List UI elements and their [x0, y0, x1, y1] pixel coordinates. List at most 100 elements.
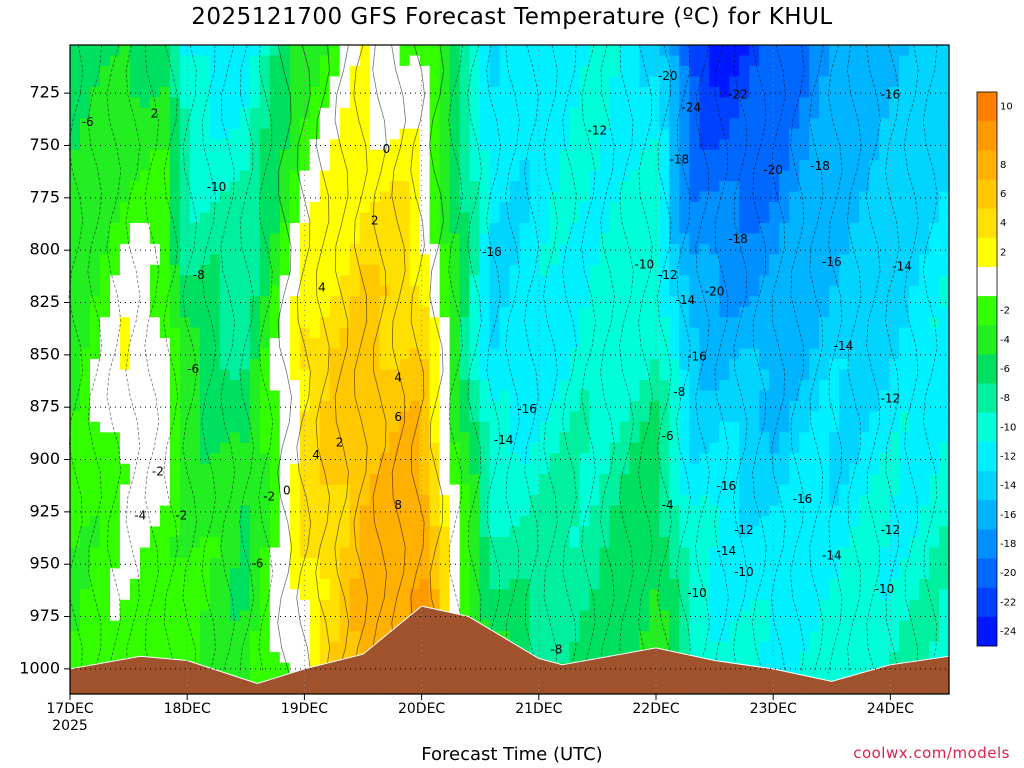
temperature-cell	[609, 191, 620, 203]
temperature-cell	[239, 620, 251, 632]
temperature-cell	[719, 516, 730, 528]
temperature-cell	[479, 317, 491, 329]
temperature-cell	[839, 495, 850, 507]
temperature-cell	[479, 589, 491, 601]
temperature-cell	[559, 348, 570, 360]
temperature-cell	[469, 223, 481, 235]
temperature-cell	[609, 317, 620, 329]
temperature-cell	[829, 390, 840, 402]
temperature-cell	[70, 191, 81, 203]
temperature-cell	[529, 149, 541, 161]
temperature-cell	[589, 55, 600, 67]
temperature-cell	[629, 55, 640, 67]
temperature-cell	[169, 181, 181, 193]
temperature-cell	[469, 557, 481, 569]
temperature-cell	[229, 641, 241, 653]
temperature-cell	[819, 327, 830, 339]
temperature-cell	[799, 474, 810, 486]
temperature-cell	[849, 547, 860, 559]
temperature-cell	[779, 620, 790, 632]
temperature-cell	[319, 254, 331, 266]
temperature-cell	[549, 107, 561, 119]
temperature-cell	[119, 327, 131, 339]
temperature-cell	[809, 212, 820, 224]
temperature-cell	[719, 547, 730, 559]
temperature-cell	[90, 495, 101, 507]
temperature-cell	[329, 620, 341, 632]
temperature-cell	[819, 233, 830, 245]
temperature-cell	[739, 432, 750, 444]
temperature-cell	[259, 463, 271, 475]
temperature-cell	[699, 631, 710, 643]
temperature-cell	[599, 516, 610, 528]
temperature-cell	[499, 610, 511, 622]
temperature-cell	[539, 55, 551, 67]
temperature-cell	[819, 568, 830, 580]
temperature-cell	[269, 453, 281, 465]
temperature-cell	[619, 65, 630, 77]
temperature-cell	[229, 453, 241, 465]
temperature-cell	[349, 65, 361, 77]
temperature-cell	[299, 86, 311, 98]
temperature-cell	[679, 128, 690, 140]
temperature-cell	[349, 275, 361, 287]
temperature-cell	[739, 264, 750, 276]
temperature-cell	[159, 233, 171, 245]
temperature-cell	[789, 118, 800, 130]
temperature-cell	[259, 139, 271, 151]
temperature-cell	[549, 306, 561, 318]
temperature-cell	[539, 547, 551, 559]
temperature-cell	[299, 453, 311, 465]
temperature-cell	[70, 139, 81, 151]
temperature-cell	[359, 568, 371, 580]
temperature-cell	[719, 484, 730, 496]
temperature-cell	[869, 275, 880, 287]
temperature-cell	[869, 76, 880, 88]
temperature-cell	[799, 285, 810, 297]
temperature-cell	[329, 86, 341, 98]
temperature-cell	[819, 128, 830, 140]
temperature-cell	[289, 233, 301, 245]
temperature-cell	[669, 55, 680, 67]
temperature-cell	[80, 516, 91, 528]
temperature-cell	[209, 652, 221, 664]
temperature-cell	[549, 338, 561, 350]
temperature-cell	[499, 202, 511, 214]
temperature-cell	[569, 547, 580, 559]
temperature-cell	[70, 107, 81, 119]
temperature-cell	[579, 181, 590, 193]
temperature-cell	[559, 275, 570, 287]
temperature-cell	[389, 65, 401, 77]
temperature-cell	[129, 264, 141, 276]
temperature-cell	[479, 45, 491, 57]
temperature-cell	[249, 453, 261, 465]
temperature-cell	[279, 568, 291, 580]
temperature-cell	[529, 191, 541, 203]
temperature-cell	[449, 223, 461, 235]
temperature-cell	[859, 453, 870, 465]
temperature-cell	[179, 285, 191, 297]
temperature-cell	[419, 296, 431, 308]
temperature-cell	[599, 327, 610, 339]
temperature-cell	[869, 369, 880, 381]
temperature-cell	[299, 233, 311, 245]
temperature-cell	[209, 641, 221, 653]
temperature-cell	[229, 327, 241, 339]
temperature-cell	[319, 223, 331, 235]
temperature-cell	[409, 128, 421, 140]
temperature-cell	[90, 557, 101, 569]
temperature-cell	[669, 463, 680, 475]
temperature-cell	[499, 149, 511, 161]
temperature-cell	[859, 578, 870, 590]
temperature-cell	[749, 348, 760, 360]
temperature-cell	[309, 191, 321, 203]
temperature-cell	[299, 327, 311, 339]
temperature-cell	[289, 275, 301, 287]
temperature-cell	[129, 202, 141, 214]
temperature-cell	[239, 432, 251, 444]
temperature-cell	[679, 432, 690, 444]
temperature-cell	[139, 160, 151, 172]
temperature-cell	[689, 317, 700, 329]
temperature-cell	[399, 306, 411, 318]
temperature-cell	[189, 327, 201, 339]
